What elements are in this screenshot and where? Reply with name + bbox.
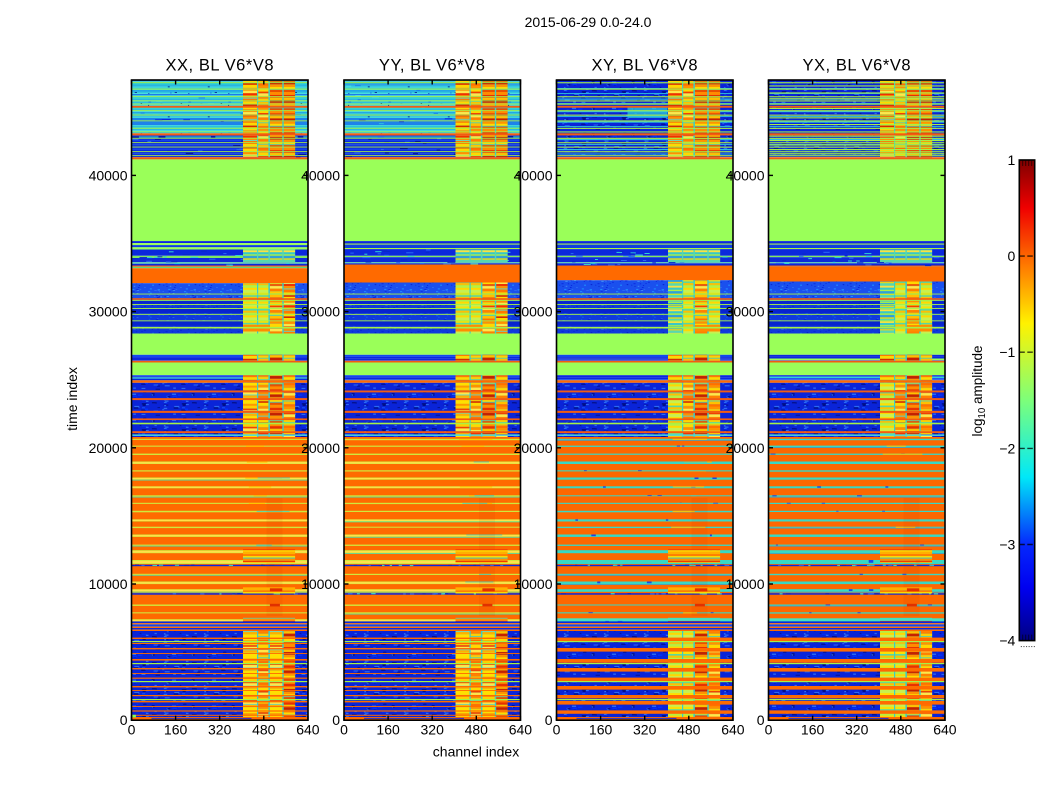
svg-text:10000: 10000	[514, 576, 553, 592]
svg-text:0: 0	[128, 722, 136, 738]
svg-text:320: 320	[633, 722, 657, 738]
svg-text:0: 0	[765, 722, 773, 738]
svg-text:320: 320	[845, 722, 869, 738]
svg-text:160: 160	[801, 722, 825, 738]
svg-text:−2: −2	[999, 440, 1015, 456]
svg-text:YX, BL V6*V8: YX, BL V6*V8	[802, 57, 911, 75]
svg-text:1: 1	[1008, 152, 1016, 168]
svg-text:XX, BL V6*V8: XX, BL V6*V8	[165, 57, 274, 75]
svg-text:−3: −3	[999, 537, 1015, 553]
svg-text:640: 640	[509, 722, 533, 738]
svg-text:30000: 30000	[514, 304, 553, 320]
svg-text:20000: 20000	[89, 440, 128, 456]
svg-text:−1: −1	[999, 344, 1015, 360]
svg-text:40000: 40000	[301, 167, 340, 183]
svg-text:320: 320	[421, 722, 445, 738]
svg-text:480: 480	[889, 722, 913, 738]
svg-text:0: 0	[332, 712, 340, 728]
svg-text:40000: 40000	[89, 167, 128, 183]
svg-text:0: 0	[545, 712, 553, 728]
svg-text:20000: 20000	[301, 440, 340, 456]
svg-text:640: 640	[296, 722, 320, 738]
svg-text:40000: 40000	[514, 167, 553, 183]
svg-text:time index: time index	[64, 367, 80, 431]
svg-text:10000: 10000	[301, 576, 340, 592]
svg-text:640: 640	[933, 722, 957, 738]
svg-text:2015-06-29 0.0-24.0: 2015-06-29 0.0-24.0	[525, 14, 652, 30]
svg-text:0: 0	[1008, 248, 1016, 264]
svg-text:−4: −4	[999, 633, 1015, 649]
svg-text:640: 640	[721, 722, 745, 738]
svg-text:0: 0	[340, 722, 348, 738]
svg-text:10000: 10000	[726, 576, 765, 592]
svg-text:0: 0	[757, 712, 765, 728]
svg-text:160: 160	[589, 722, 613, 738]
svg-text:30000: 30000	[726, 304, 765, 320]
svg-text:480: 480	[677, 722, 701, 738]
svg-text:channel index: channel index	[433, 744, 519, 760]
svg-text:480: 480	[465, 722, 489, 738]
svg-text:10000: 10000	[89, 576, 128, 592]
svg-text:480: 480	[252, 722, 276, 738]
svg-text:320: 320	[208, 722, 232, 738]
svg-text:0: 0	[553, 722, 561, 738]
svg-text:0: 0	[120, 712, 128, 728]
svg-text:XY, BL V6*V8: XY, BL V6*V8	[592, 57, 699, 75]
svg-text:20000: 20000	[726, 440, 765, 456]
svg-text:40000: 40000	[726, 167, 765, 183]
svg-text:160: 160	[376, 722, 400, 738]
svg-text:20000: 20000	[514, 440, 553, 456]
svg-text:30000: 30000	[89, 304, 128, 320]
svg-text:160: 160	[164, 722, 188, 738]
svg-text:YY, BL V6*V8: YY, BL V6*V8	[379, 57, 486, 75]
svg-text:30000: 30000	[301, 304, 340, 320]
